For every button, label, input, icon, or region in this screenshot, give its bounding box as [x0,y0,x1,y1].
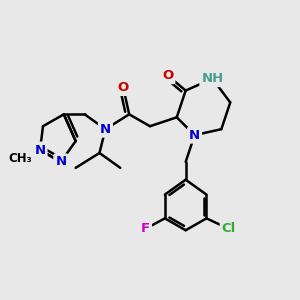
Text: N: N [100,123,111,136]
Text: NH: NH [201,72,224,85]
Text: O: O [118,81,129,94]
Text: CH₃: CH₃ [9,152,33,165]
Text: N: N [34,143,46,157]
Text: F: F [141,222,150,235]
Text: O: O [162,69,173,82]
Text: N: N [189,129,200,142]
Text: Cl: Cl [222,222,236,235]
Text: N: N [55,155,66,168]
